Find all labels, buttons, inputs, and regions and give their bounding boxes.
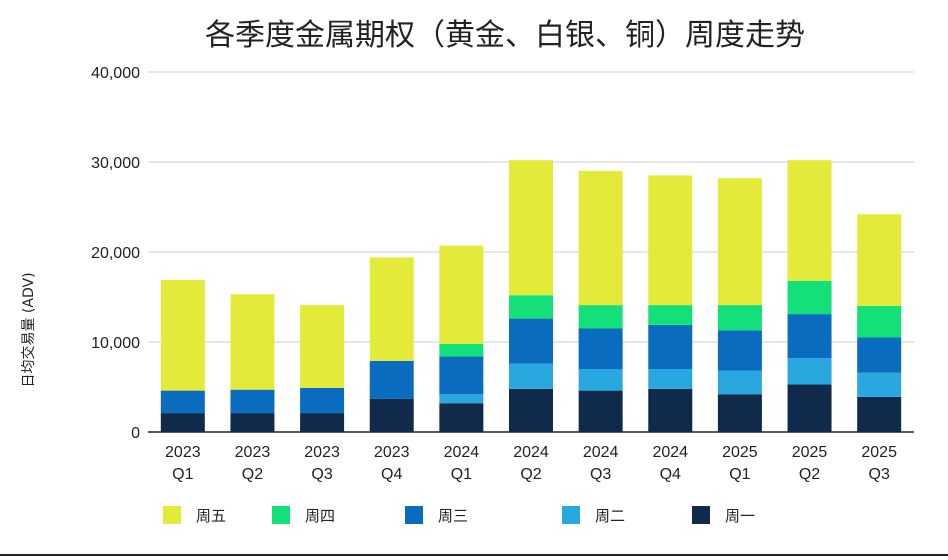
bar-segment [300,387,345,414]
bar-segment [578,369,623,391]
x-tick-label: 2024 [583,444,619,461]
bar-segment [787,314,832,359]
legend-swatch [692,506,710,524]
bar-segment [439,356,484,395]
bar-segment [578,390,623,432]
x-tick-label: 2023 [165,444,201,461]
bar-segment [648,305,693,325]
bar-segment [230,389,275,414]
y-tick-label: 10,000 [91,335,140,352]
bar-segment [439,343,484,357]
bar-segment [160,390,205,414]
bar-segment [857,306,902,338]
x-tick-label: Q2 [242,466,263,483]
bar-segment [857,337,902,373]
bars [160,160,902,432]
x-tick-label: Q1 [172,466,193,483]
bar-segment [300,305,345,388]
x-tick-label: 2023 [235,444,271,461]
bar-segment [509,160,553,296]
bar-segment [578,305,623,329]
bar-segment [509,363,553,389]
x-tick-label: 2024 [652,444,688,461]
bar-segment [230,294,275,390]
y-tick-label: 20,000 [91,245,140,262]
bar-segment [439,245,484,344]
legend-label: 周二 [595,507,625,525]
x-tick-label: 2024 [444,444,480,461]
bar-segment [717,394,762,432]
bar-segment [717,305,762,331]
x-axis-ticks: 2023 Q1 2023 Q2 2023 Q3 2023 Q4 2024 Q1 2024 Q2 2024… [165,444,897,483]
bar-segment [230,413,275,432]
chart-title: 各季度金属期权（黄金、白银、铜）周度走势 [205,18,805,53]
bar-segment [857,214,902,306]
bar-segment [648,175,693,306]
bar-segment [369,257,414,361]
bar-segment [160,413,205,432]
y-tick-label: 0 [131,425,140,442]
x-tick-label: Q4 [381,466,402,483]
bar-segment [787,280,832,315]
bar-segment [857,396,902,432]
legend-label: 周一 [725,507,755,525]
bar-segment [369,360,414,399]
legend-swatch [163,506,181,524]
bar-segment [578,328,623,369]
legend-swatch [405,506,423,524]
bar-segment [578,171,623,306]
legend-label: 周四 [305,507,335,525]
bar-segment [300,413,345,432]
x-tick-label: Q1 [729,466,750,483]
x-tick-label: Q3 [590,466,611,483]
x-tick-label: 2024 [513,444,549,461]
legend-label: 周三 [438,507,468,525]
bar-segment [717,370,762,395]
x-tick-label: 2025 [861,444,897,461]
x-tick-label: 2025 [792,444,828,461]
bar-segment [160,279,205,391]
x-tick-label: Q1 [451,466,472,483]
bar-segment [509,318,553,364]
legend-label: 周五 [196,507,226,525]
bar-segment [717,178,762,306]
x-tick-label: Q2 [799,466,820,483]
y-axis-ticks: 0 10,000 20,000 30,000 40,000 [91,65,140,442]
bar-segment [787,384,832,432]
x-tick-label: Q2 [520,466,541,483]
bar-segment [648,369,693,389]
bar-segment [369,398,414,432]
legend-swatch [562,506,580,524]
bar-segment [648,324,693,369]
x-tick-label: Q4 [660,466,681,483]
bar-segment [787,358,832,385]
legend-swatch [272,506,290,524]
y-tick-label: 30,000 [91,155,140,172]
bar-segment [857,372,902,397]
y-axis-label: 日均交易量 (ADV) [20,272,37,387]
legend: 周五 周四 周三 周二 周一 [163,506,755,525]
y-tick-label: 40,000 [91,65,140,82]
bar-segment [509,295,553,319]
x-tick-label: 2025 [722,444,758,461]
bar-segment [439,403,484,432]
bar-segment [648,388,693,432]
bar-segment [787,160,832,281]
bar-segment [509,388,553,432]
bar-segment [439,394,484,404]
x-tick-label: Q3 [311,466,332,483]
x-tick-label: 2023 [374,444,410,461]
x-tick-label: Q3 [869,466,890,483]
x-tick-label: 2023 [304,444,340,461]
bar-segment [717,330,762,371]
